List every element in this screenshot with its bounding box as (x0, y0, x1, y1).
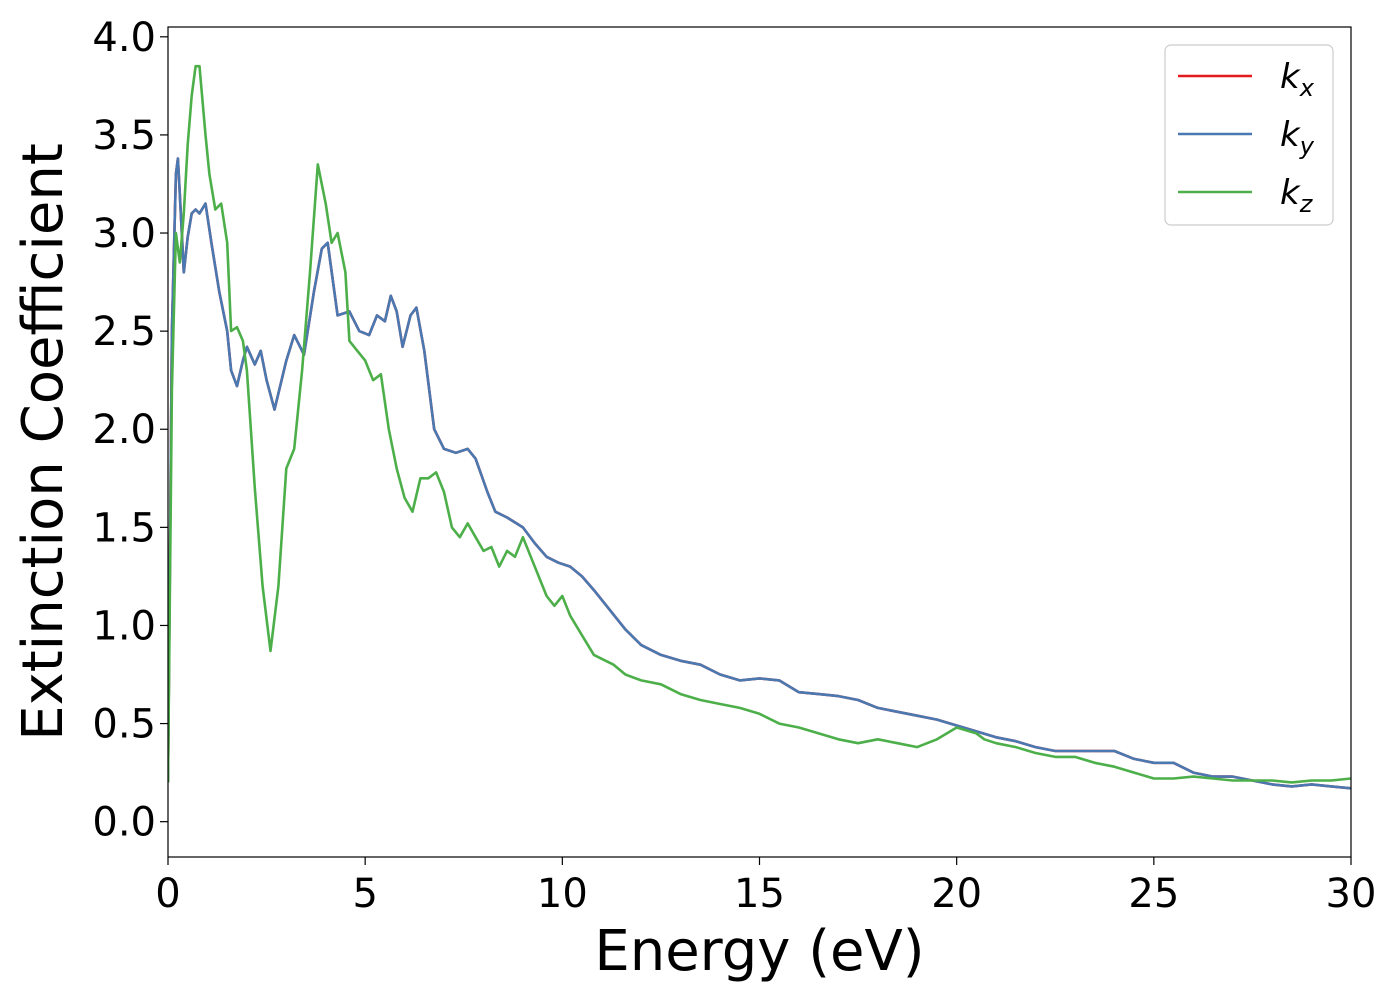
x-axis-ticks: 0 5 10 15 20 25 30 (155, 857, 1376, 917)
x-tick-label: 0 (155, 871, 180, 917)
x-tick-label: 20 (931, 871, 982, 917)
y-tick-label: 2.0 (92, 407, 156, 453)
y-tick-label: 1.0 (92, 603, 156, 649)
x-tick-label: 15 (734, 871, 785, 917)
y-tick-label: 0.0 (92, 800, 156, 846)
x-tick-label: 10 (537, 871, 588, 917)
y-tick-label: 3.0 (92, 211, 156, 257)
series-line-z (168, 64, 1351, 784)
legend-label-x: kx (1280, 57, 1315, 102)
series-line-y (168, 157, 1351, 790)
y-axis-title: Extinction Coefficient (11, 143, 76, 741)
y-tick-label: 2.5 (92, 309, 156, 355)
series-layer (168, 64, 1351, 790)
y-tick-label: 0.5 (92, 702, 156, 748)
y-axis-ticks: 0.0 0.5 1.0 1.5 2.0 2.5 3.0 3.5 4.0 (92, 15, 168, 846)
x-axis-title: Energy (eV) (594, 919, 924, 984)
x-tick-label: 25 (1128, 871, 1179, 917)
y-tick-label: 4.0 (92, 15, 156, 61)
x-tick-label: 5 (352, 871, 377, 917)
x-tick-label: 30 (1326, 871, 1377, 917)
legend: kx ky kz (1164, 44, 1334, 226)
legend-label-y: ky (1280, 115, 1315, 160)
legend-label-z: kz (1280, 173, 1314, 218)
y-tick-label: 1.5 (92, 505, 156, 551)
y-tick-label: 3.5 (92, 113, 156, 159)
